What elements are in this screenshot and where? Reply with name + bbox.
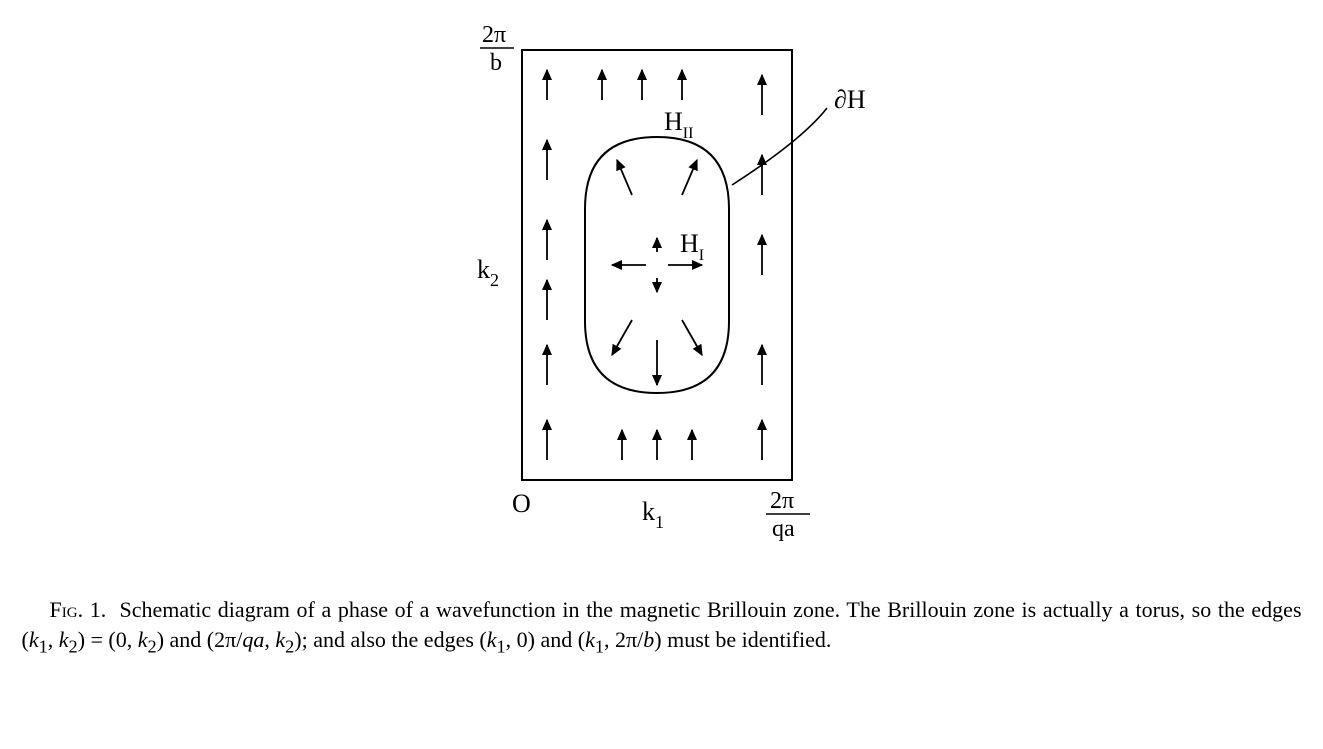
label-x-right-num: 2π	[770, 488, 794, 514]
label-x-right-den: qa	[772, 516, 795, 542]
brillouin-zone-diagram: 2πbk2Ok12πqaHIIHI∂H	[432, 20, 952, 550]
label-region-inner: HI	[680, 229, 704, 264]
diagram-container: 2πbk2Ok12πqaHIIHI∂H	[432, 20, 952, 555]
label-boundary: ∂H	[834, 85, 866, 114]
brillouin-zone-box	[522, 50, 792, 480]
figure-caption: Fig. 1. Schematic diagram of a phase of …	[22, 595, 1302, 659]
label-k2: k2	[477, 255, 499, 290]
phase-arrow-inner	[617, 160, 632, 195]
label-k1: k1	[642, 497, 664, 532]
phase-arrow-inner	[682, 160, 697, 195]
phase-arrow-inner	[682, 320, 702, 355]
phase-arrow-inner	[612, 320, 632, 355]
boundary-leader-line	[732, 108, 827, 185]
label-y-top-den: b	[490, 50, 502, 76]
caption-fig-label: Fig. 1.	[50, 597, 107, 622]
label-origin: O	[512, 489, 531, 518]
label-y-top-num: 2π	[482, 22, 506, 48]
